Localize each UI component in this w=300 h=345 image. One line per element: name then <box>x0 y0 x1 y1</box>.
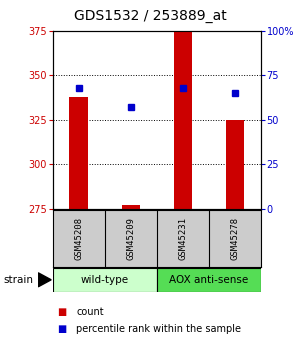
Bar <box>122 205 140 209</box>
Text: GSM45208: GSM45208 <box>74 217 83 260</box>
Bar <box>157 268 261 292</box>
Text: GDS1532 / 253889_at: GDS1532 / 253889_at <box>74 9 226 22</box>
Text: GSM45231: GSM45231 <box>178 217 187 260</box>
Text: ■: ■ <box>57 325 66 334</box>
Polygon shape <box>38 273 51 287</box>
Text: strain: strain <box>3 275 33 285</box>
Text: AOX anti-sense: AOX anti-sense <box>169 275 248 285</box>
Bar <box>174 31 192 209</box>
Bar <box>52 268 157 292</box>
Text: GSM45209: GSM45209 <box>126 217 135 260</box>
Text: GSM45278: GSM45278 <box>230 217 239 260</box>
Text: ■: ■ <box>57 307 66 317</box>
Bar <box>226 120 244 209</box>
Text: percentile rank within the sample: percentile rank within the sample <box>76 325 242 334</box>
Text: wild-type: wild-type <box>81 275 129 285</box>
Bar <box>69 97 88 209</box>
Text: count: count <box>76 307 104 317</box>
